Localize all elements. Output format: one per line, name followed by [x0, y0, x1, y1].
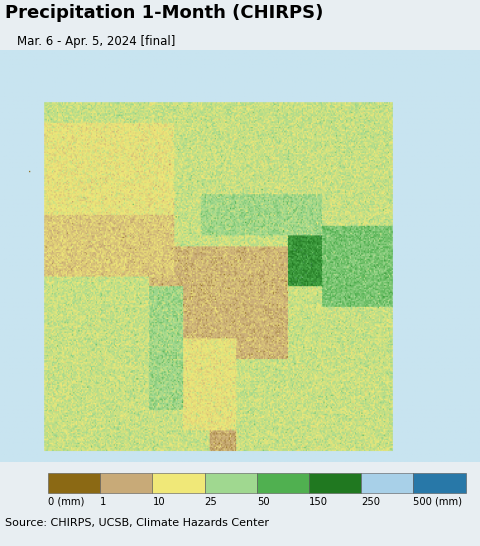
Text: 10: 10 — [153, 496, 165, 507]
Text: 1: 1 — [100, 496, 107, 507]
Text: Precipitation 1-Month (CHIRPS): Precipitation 1-Month (CHIRPS) — [5, 4, 323, 22]
Bar — [204, 473, 257, 492]
Bar — [257, 473, 309, 492]
Bar — [153, 473, 204, 492]
Text: Mar. 6 - Apr. 5, 2024 [final]: Mar. 6 - Apr. 5, 2024 [final] — [17, 35, 175, 48]
Text: 25: 25 — [204, 496, 217, 507]
Bar — [413, 473, 466, 492]
Text: 500 (mm): 500 (mm) — [413, 496, 462, 507]
Text: 250: 250 — [361, 496, 380, 507]
Bar — [48, 473, 100, 492]
Bar — [100, 473, 152, 492]
Text: 50: 50 — [257, 496, 269, 507]
Bar — [361, 473, 413, 492]
Text: 150: 150 — [309, 496, 328, 507]
Text: Source: CHIRPS, UCSB, Climate Hazards Center: Source: CHIRPS, UCSB, Climate Hazards Ce… — [5, 518, 269, 529]
Bar — [309, 473, 361, 492]
Text: 0 (mm): 0 (mm) — [48, 496, 84, 507]
